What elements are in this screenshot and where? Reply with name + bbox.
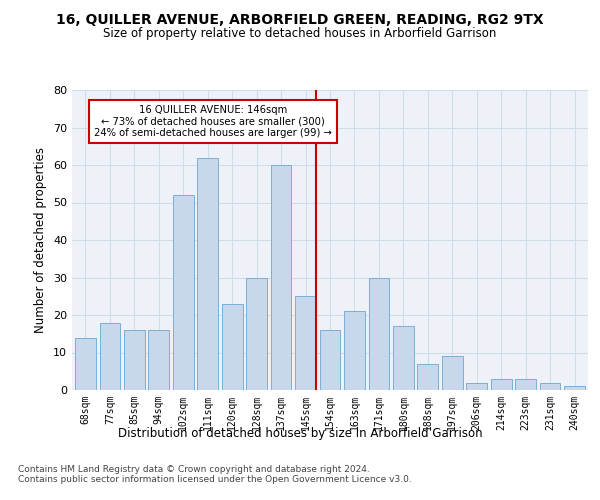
Bar <box>148 330 169 390</box>
Text: Distribution of detached houses by size in Arborfield Garrison: Distribution of detached houses by size … <box>118 428 482 440</box>
Bar <box>295 296 316 390</box>
Bar <box>100 322 120 390</box>
Bar <box>271 165 292 390</box>
Bar <box>246 278 267 390</box>
Bar <box>418 364 438 390</box>
Bar <box>540 382 560 390</box>
Bar <box>222 304 242 390</box>
Y-axis label: Number of detached properties: Number of detached properties <box>34 147 47 333</box>
Text: Contains HM Land Registry data © Crown copyright and database right 2024.
Contai: Contains HM Land Registry data © Crown c… <box>18 465 412 484</box>
Bar <box>393 326 414 390</box>
Bar <box>442 356 463 390</box>
Bar <box>124 330 145 390</box>
Text: 16, QUILLER AVENUE, ARBORFIELD GREEN, READING, RG2 9TX: 16, QUILLER AVENUE, ARBORFIELD GREEN, RE… <box>56 12 544 26</box>
Text: 16 QUILLER AVENUE: 146sqm
← 73% of detached houses are smaller (300)
24% of semi: 16 QUILLER AVENUE: 146sqm ← 73% of detac… <box>94 105 332 138</box>
Bar <box>515 379 536 390</box>
Bar <box>491 379 512 390</box>
Bar <box>75 338 96 390</box>
Bar <box>173 195 194 390</box>
Bar <box>320 330 340 390</box>
Bar <box>344 311 365 390</box>
Text: Size of property relative to detached houses in Arborfield Garrison: Size of property relative to detached ho… <box>103 28 497 40</box>
Bar <box>197 158 218 390</box>
Bar <box>466 382 487 390</box>
Bar <box>564 386 585 390</box>
Bar <box>368 278 389 390</box>
